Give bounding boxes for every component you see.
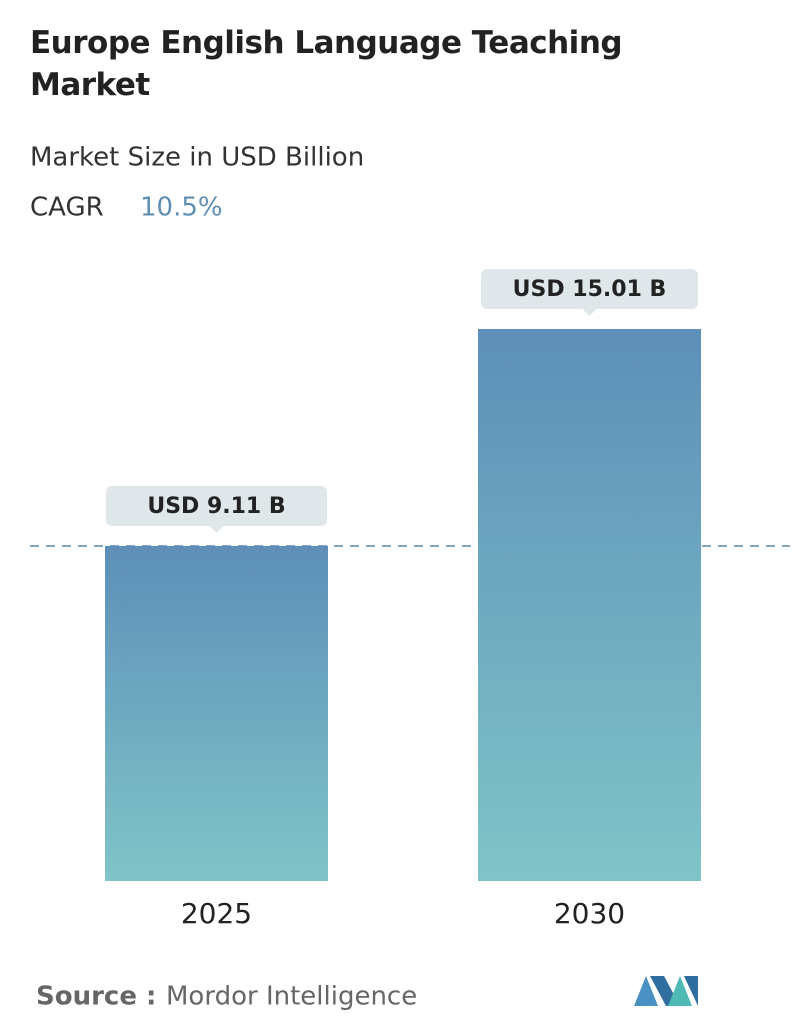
bar xyxy=(478,329,701,881)
chart-title: Europe English Language Teaching Market xyxy=(30,25,623,103)
source-label: Source : xyxy=(36,982,156,1012)
bar xyxy=(105,545,328,881)
value-label: USD 9.11 B xyxy=(147,494,285,519)
x-tick-label: 2030 xyxy=(554,897,625,930)
source: Mordor Intelligence xyxy=(166,982,417,1012)
value-label-box xyxy=(481,269,698,309)
cagr-label: CAGR xyxy=(30,193,104,223)
logo xyxy=(634,976,698,1006)
value-label-box xyxy=(106,485,327,526)
title-box: Europe English Language Teaching Market xyxy=(30,25,623,103)
value-label-pointer xyxy=(209,525,224,533)
subtitle: Market Size in USD Billion xyxy=(30,143,364,173)
value-label-pointer xyxy=(582,309,597,316)
cagr-value: 10.5% xyxy=(140,193,223,223)
value-label: USD 15.01 B xyxy=(513,277,667,302)
x-tick-label: 2025 xyxy=(181,897,252,930)
